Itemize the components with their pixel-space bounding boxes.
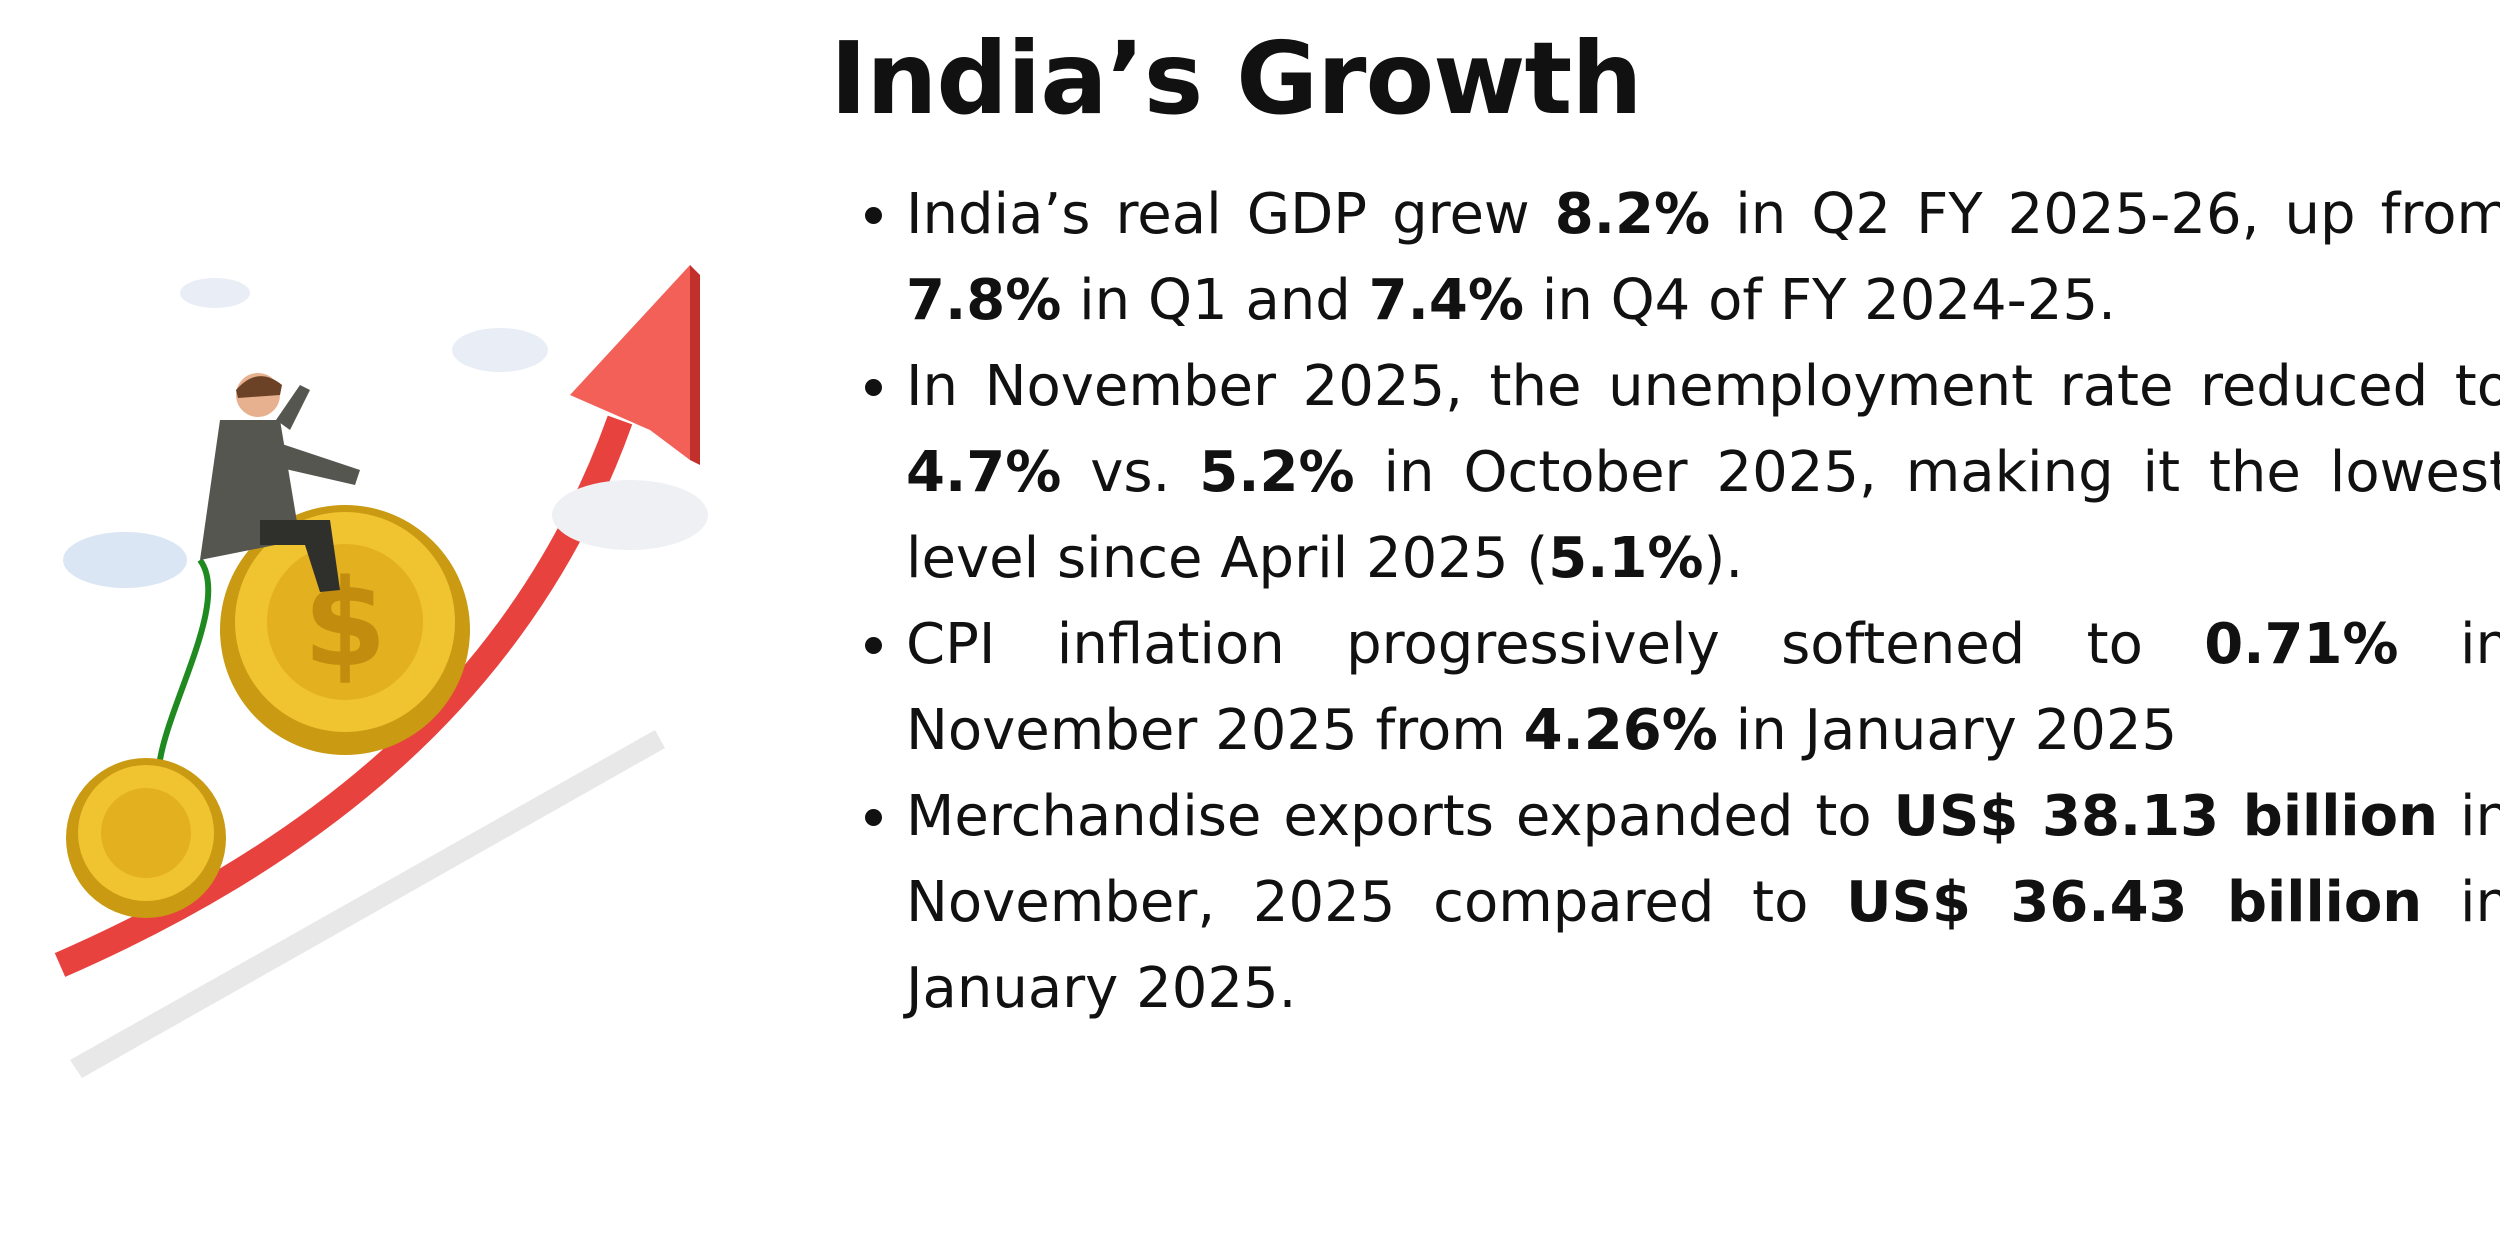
highlight-figure: 5.2%: [1199, 440, 1355, 505]
highlight-figure: 4.26%: [1523, 698, 1718, 763]
bike-frame: [157, 558, 212, 761]
highlight-figure: 7.4%: [1368, 268, 1524, 333]
bullet: Merchandise exports expanded to US$ 38.1…: [906, 774, 2500, 1032]
arrow-head-side: [690, 265, 700, 465]
highlight-figure: 7.8%: [906, 268, 1062, 333]
bullet-text: in November, 2025 compared to: [906, 784, 2500, 935]
big-coin: $: [220, 505, 470, 755]
clouds: [63, 278, 708, 588]
bullet-text: in Q4 of FY 2024-25.: [1523, 268, 2116, 333]
highlight-figure: 5.1%: [1548, 526, 1704, 591]
bullet-text: vs.: [1061, 440, 1200, 505]
illustration: $: [54, 265, 708, 1078]
bullet-text: in November 2025 from: [906, 612, 2500, 763]
arrow-head: [570, 265, 690, 460]
bullet: CPI inflation progressively softened to …: [906, 602, 2500, 774]
highlight-figure: 0.71%: [2204, 612, 2399, 677]
bullet-text: in Q1 and: [1061, 268, 1369, 333]
title: India’s Growth: [830, 20, 1643, 137]
rider: [200, 373, 360, 592]
bullet-text: ).: [1703, 526, 1744, 591]
bullet-text: India’s real GDP grew: [906, 182, 1555, 247]
small-coin: [66, 758, 226, 918]
bullet-text: In November 2025, the unemployment rate …: [906, 354, 2500, 419]
bullet-text: in January 2025: [1717, 698, 2178, 763]
bullet-text: in Q2 FY 2025-26, up from: [1710, 182, 2500, 247]
bullet: India’s real GDP grew 8.2% in Q2 FY 2025…: [906, 172, 2500, 344]
shadow-band: [70, 730, 665, 1078]
bullet: In November 2025, the unemployment rate …: [906, 344, 2500, 602]
bullet-text: CPI inflation progressively softened to: [906, 612, 2205, 677]
highlight-figure: US$ 38.13 billion: [1893, 784, 2438, 849]
highlight-figure: US$ 36.43 billion: [1846, 870, 2423, 935]
bullet-text: Merchandise exports expanded to: [906, 784, 1894, 849]
highlight-figure: 8.2%: [1554, 182, 1711, 247]
bullet-list: India’s real GDP grew 8.2% in Q2 FY 2025…: [840, 172, 2500, 1032]
highlight-figure: 4.7%: [906, 440, 1062, 505]
bullet-text: in October 2025, making it the lowest le…: [906, 440, 2500, 591]
bullet-text: in January 2025.: [906, 870, 2500, 1021]
